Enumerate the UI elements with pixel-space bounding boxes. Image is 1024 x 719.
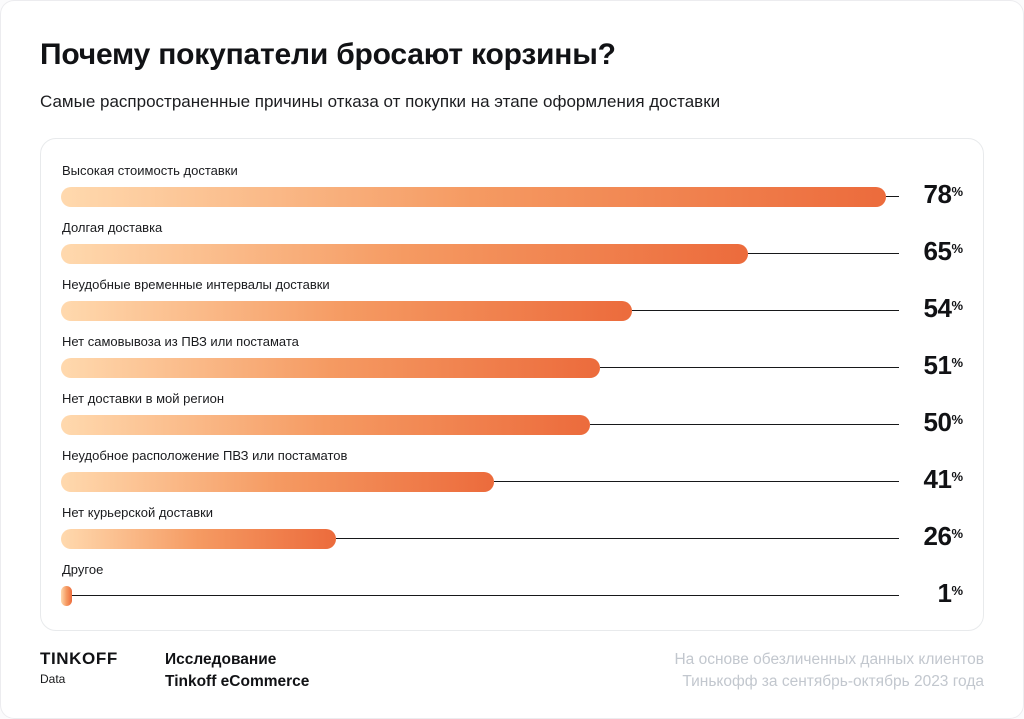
bar-row: 50% (61, 409, 963, 437)
value-label: 41% (899, 466, 963, 494)
value-unit: % (951, 412, 963, 427)
value-number: 54 (923, 293, 952, 323)
chart-row: Неудобное расположение ПВЗ или постамато… (61, 448, 963, 492)
value-unit: % (951, 526, 963, 541)
connector-line (631, 309, 899, 312)
value-unit: % (951, 583, 963, 598)
bar (61, 414, 590, 435)
chart-row: Другое 1% (61, 562, 963, 606)
bar-label: Неудобное расположение ПВЗ или постамато… (62, 448, 348, 463)
page-title: Почему покупатели бросают корзины? (40, 38, 616, 71)
bar-list: Высокая стоимость доставки 78% Долгая до… (61, 163, 963, 606)
value-unit: % (951, 355, 963, 370)
value-number: 65 (923, 236, 952, 266)
connector-line (494, 480, 899, 483)
research-source-line1: Исследование (165, 651, 277, 668)
bar-label: Нет доставки в мой регион (62, 391, 225, 406)
bar-row: 1% (61, 580, 963, 608)
bar (61, 186, 886, 207)
value-label: 26% (899, 523, 963, 551)
research-source-line2: Tinkoff eCommerce (165, 673, 310, 690)
value-label: 54% (899, 295, 963, 323)
bar-label: Нет курьерской доставки (62, 505, 214, 520)
connector-line (748, 252, 899, 255)
bar-track (61, 585, 899, 606)
value-label: 51% (899, 352, 963, 380)
page-subtitle: Самые распространенные причины отказа от… (40, 92, 721, 111)
footer: TINKOFF Data Исследование Tinkoff eComme… (40, 649, 984, 693)
data-note-line1: На основе обезличенных данных клиентов (674, 651, 984, 668)
value-number: 41 (923, 464, 952, 494)
bar-chart-card: Высокая стоимость доставки 78% Долгая до… (40, 138, 984, 631)
chart-row: Нет курьерской доставки 26% (61, 505, 963, 549)
bar-row: 54% (61, 295, 963, 323)
value-number: 51 (923, 350, 952, 380)
value-number: 50 (923, 407, 952, 437)
value-number: 78 (923, 179, 952, 209)
chart-row: Нет самовывоза из ПВЗ или постамата 51% (61, 334, 963, 378)
bar (61, 471, 495, 492)
bar-row: 78% (61, 181, 963, 209)
logo-block: TINKOFF Data (40, 649, 165, 686)
connector-line (72, 594, 899, 597)
chart-row: Высокая стоимость доставки 78% (61, 163, 963, 207)
bar-label: Неудобные временные интервалы доставки (62, 277, 330, 292)
bar-row: 41% (61, 466, 963, 494)
value-unit: % (951, 469, 963, 484)
connector-line (600, 366, 899, 369)
bar-row: 26% (61, 523, 963, 551)
bar-track (61, 357, 899, 378)
bar-track (61, 414, 899, 435)
bar-label: Долгая доставка (62, 220, 163, 235)
chart-row: Неудобные временные интервалы доставки 5… (61, 277, 963, 321)
bar (61, 300, 632, 321)
bar-track (61, 528, 899, 549)
value-label: 65% (899, 238, 963, 266)
data-note: На основе обезличенных данных клиентов Т… (674, 649, 984, 693)
bar (61, 585, 72, 606)
bar-track (61, 243, 899, 264)
data-note-line2: Тинькофф за сентябрь-октябрь 2023 года (682, 673, 984, 690)
connector-line (885, 195, 899, 198)
value-unit: % (951, 184, 963, 199)
bar (61, 357, 601, 378)
header: Почему покупатели бросают корзины? Самые… (0, 0, 1024, 112)
bar-track (61, 300, 899, 321)
bar-label: Другое (62, 562, 104, 577)
bar-track (61, 471, 899, 492)
value-unit: % (951, 241, 963, 256)
value-label: 1% (899, 580, 963, 608)
tinkoff-logo-sub: Data (40, 672, 66, 686)
connector-line (335, 537, 899, 540)
bar (61, 243, 749, 264)
bar-row: 51% (61, 352, 963, 380)
chart-row: Долгая доставка 65% (61, 220, 963, 264)
research-source: Исследование Tinkoff eCommerce (165, 649, 309, 693)
value-number: 26 (923, 521, 952, 551)
value-label: 78% (899, 181, 963, 209)
tinkoff-logo: TINKOFF (40, 649, 118, 668)
bar-label: Высокая стоимость доставки (62, 163, 238, 178)
value-number: 1 (937, 578, 952, 608)
value-unit: % (951, 298, 963, 313)
value-label: 50% (899, 409, 963, 437)
bar-track (61, 186, 899, 207)
bar (61, 528, 336, 549)
chart-row: Нет доставки в мой регион 50% (61, 391, 963, 435)
connector-line (589, 423, 899, 426)
bar-label: Нет самовывоза из ПВЗ или постамата (62, 334, 299, 349)
bar-row: 65% (61, 238, 963, 266)
